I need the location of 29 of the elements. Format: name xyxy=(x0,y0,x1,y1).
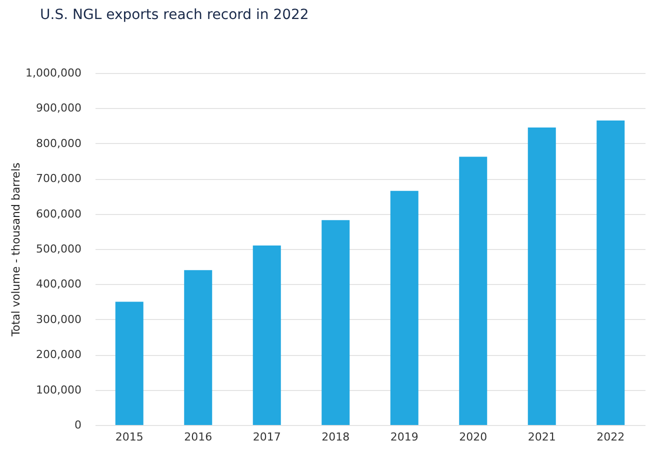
chart-title: U.S. NGL exports reach record in 2022 xyxy=(40,7,309,23)
y-axis-title: Total volume - thousand barrels xyxy=(10,162,23,338)
y-tick-label: 0 xyxy=(74,418,82,432)
bar xyxy=(184,270,212,425)
x-tick-label: 2022 xyxy=(596,430,625,444)
y-tick-label: 400,000 xyxy=(36,278,82,291)
y-tick-label: 300,000 xyxy=(36,312,82,326)
bar xyxy=(528,128,556,425)
bar xyxy=(596,120,625,425)
y-tick-label: 1,000,000 xyxy=(26,66,82,80)
y-tick-label: 500,000 xyxy=(36,242,82,256)
bar xyxy=(115,302,144,425)
x-tick-label: 2016 xyxy=(184,430,212,444)
y-tick-label: 900,000 xyxy=(36,102,82,115)
y-tick-label: 700,000 xyxy=(36,172,82,186)
bar xyxy=(252,245,281,425)
y-tick-label: 100,000 xyxy=(36,383,82,396)
bar xyxy=(459,156,488,425)
bar xyxy=(322,220,350,425)
x-tick-label: 2015 xyxy=(115,430,144,444)
bar xyxy=(390,190,418,425)
x-tick-label: 2019 xyxy=(390,430,418,444)
y-tick-label: 800,000 xyxy=(36,136,82,150)
x-tick-label: 2021 xyxy=(528,430,556,444)
y-tick-label: 600,000 xyxy=(36,207,82,220)
x-tick-label: 2017 xyxy=(252,430,281,444)
x-tick-label: 2018 xyxy=(322,430,350,444)
x-tick-label: 2020 xyxy=(459,430,488,444)
y-tick-label: 200,000 xyxy=(36,348,82,362)
